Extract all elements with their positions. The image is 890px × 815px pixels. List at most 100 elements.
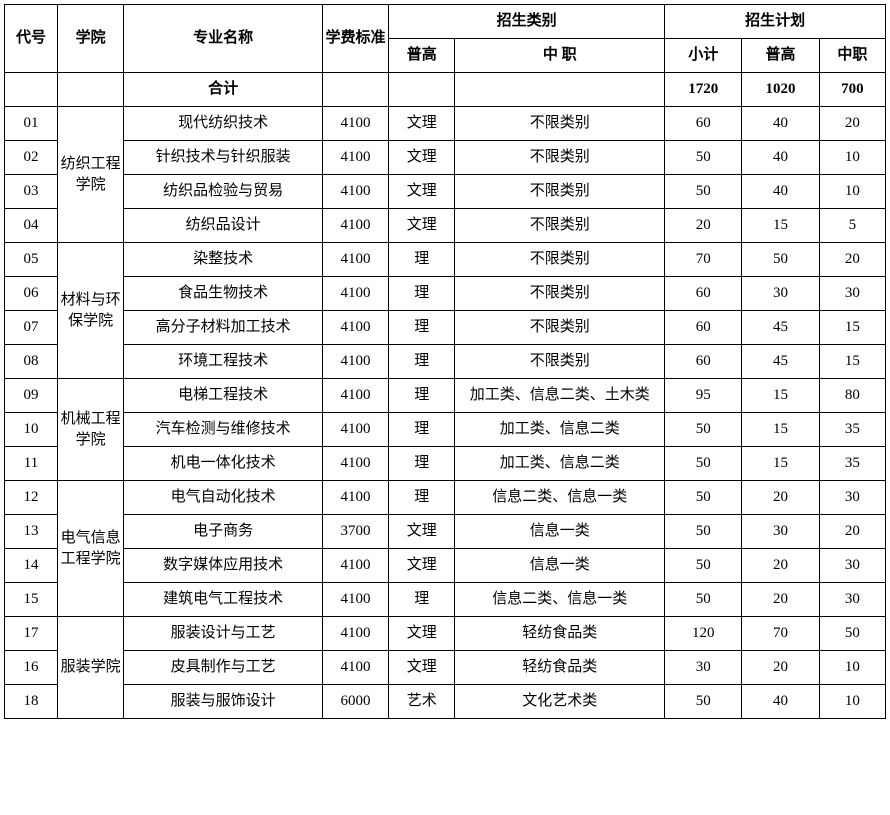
cell-plan-pg: 30 <box>742 277 819 311</box>
cell-plan-zz: 10 <box>819 685 885 719</box>
cell-fee: 4100 <box>322 481 388 515</box>
cell-code: 04 <box>5 209 58 243</box>
total-plan-zz: 700 <box>819 73 885 107</box>
cell-code: 03 <box>5 175 58 209</box>
cell-pg: 文理 <box>389 175 455 209</box>
cell-plan-pg: 15 <box>742 209 819 243</box>
col-code: 代号 <box>5 5 58 73</box>
cell-pg: 理 <box>389 447 455 481</box>
cell-major: 数字媒体应用技术 <box>124 549 323 583</box>
cell-major: 电子商务 <box>124 515 323 549</box>
table-header: 代号 学院 专业名称 学费标准 招生类别 招生计划 普高 中 职 小计 普高 中… <box>5 5 886 73</box>
cell-subtotal: 60 <box>665 345 742 379</box>
cell-subtotal: 30 <box>665 651 742 685</box>
total-subtotal: 1720 <box>665 73 742 107</box>
cell-fee: 3700 <box>322 515 388 549</box>
table-row: 11机电一体化技术4100理加工类、信息二类501535 <box>5 447 886 481</box>
cell-subtotal: 50 <box>665 175 742 209</box>
cell-code: 08 <box>5 345 58 379</box>
cell-zz: 加工类、信息二类 <box>455 447 665 481</box>
cell-code: 14 <box>5 549 58 583</box>
cell-subtotal: 50 <box>665 413 742 447</box>
col-subtotal: 小计 <box>665 39 742 73</box>
cell-major: 纺织品设计 <box>124 209 323 243</box>
cell-subtotal: 60 <box>665 311 742 345</box>
cell-code: 15 <box>5 583 58 617</box>
cell-pg: 文理 <box>389 107 455 141</box>
col-college: 学院 <box>57 5 123 73</box>
cell-plan-zz: 20 <box>819 243 885 277</box>
cell-plan-zz: 10 <box>819 175 885 209</box>
cell-pg: 理 <box>389 345 455 379</box>
total-row: 合计17201020700 <box>5 73 886 107</box>
cell-plan-pg: 20 <box>742 481 819 515</box>
cell-zz: 不限类别 <box>455 277 665 311</box>
cell-zz: 轻纺食品类 <box>455 651 665 685</box>
cell-major: 电气自动化技术 <box>124 481 323 515</box>
col-major: 专业名称 <box>124 5 323 73</box>
cell-zz: 信息二类、信息一类 <box>455 583 665 617</box>
cell-pg: 文理 <box>389 617 455 651</box>
table-row: 05材料与环保学院染整技术4100理不限类别705020 <box>5 243 886 277</box>
cell-fee: 4100 <box>322 311 388 345</box>
cell-plan-pg: 45 <box>742 311 819 345</box>
table-row: 15建筑电气工程技术4100理信息二类、信息一类502030 <box>5 583 886 617</box>
cell-plan-zz: 30 <box>819 549 885 583</box>
cell-plan-pg: 50 <box>742 243 819 277</box>
cell-plan-zz: 15 <box>819 345 885 379</box>
table-row: 09机械工程学院电梯工程技术4100理加工类、信息二类、土木类951580 <box>5 379 886 413</box>
cell-subtotal: 70 <box>665 243 742 277</box>
table-row: 12电气信息工程学院电气自动化技术4100理信息二类、信息一类502030 <box>5 481 886 515</box>
cell-fee: 4100 <box>322 413 388 447</box>
cell-zz: 加工类、信息二类、土木类 <box>455 379 665 413</box>
cell-pg: 理 <box>389 413 455 447</box>
cell-code: 05 <box>5 243 58 277</box>
table-row: 08环境工程技术4100理不限类别604515 <box>5 345 886 379</box>
cell-fee: 4100 <box>322 345 388 379</box>
cell-code: 13 <box>5 515 58 549</box>
cell-zz: 不限类别 <box>455 175 665 209</box>
cell-plan-zz: 10 <box>819 141 885 175</box>
cell-college: 材料与环保学院 <box>57 243 123 379</box>
cell-major: 染整技术 <box>124 243 323 277</box>
cell-fee: 4100 <box>322 379 388 413</box>
cell-code: 06 <box>5 277 58 311</box>
cell-subtotal: 60 <box>665 107 742 141</box>
col-plan-pg: 普高 <box>742 39 819 73</box>
cell-code: 09 <box>5 379 58 413</box>
cell-plan-pg: 20 <box>742 583 819 617</box>
cell-pg: 文理 <box>389 209 455 243</box>
cell-empty <box>57 73 123 107</box>
table-row: 13电子商务3700文理信息一类503020 <box>5 515 886 549</box>
cell-pg: 理 <box>389 583 455 617</box>
cell-empty <box>322 73 388 107</box>
table-row: 06食品生物技术4100理不限类别603030 <box>5 277 886 311</box>
cell-plan-pg: 15 <box>742 447 819 481</box>
table-row: 17服装学院服装设计与工艺4100文理轻纺食品类1207050 <box>5 617 886 651</box>
cell-fee: 4100 <box>322 651 388 685</box>
cell-code: 02 <box>5 141 58 175</box>
cell-plan-pg: 15 <box>742 379 819 413</box>
table-row: 07高分子材料加工技术4100理不限类别604515 <box>5 311 886 345</box>
cell-fee: 4100 <box>322 277 388 311</box>
cell-code: 11 <box>5 447 58 481</box>
col-enroll-plan: 招生计划 <box>665 5 886 39</box>
cell-plan-zz: 35 <box>819 447 885 481</box>
cell-major: 建筑电气工程技术 <box>124 583 323 617</box>
cell-code: 07 <box>5 311 58 345</box>
cell-plan-pg: 70 <box>742 617 819 651</box>
cell-plan-zz: 10 <box>819 651 885 685</box>
cell-plan-zz: 80 <box>819 379 885 413</box>
cell-plan-zz: 15 <box>819 311 885 345</box>
cell-zz: 不限类别 <box>455 243 665 277</box>
cell-major: 机电一体化技术 <box>124 447 323 481</box>
cell-major: 电梯工程技术 <box>124 379 323 413</box>
cell-subtotal: 50 <box>665 141 742 175</box>
cell-plan-pg: 40 <box>742 107 819 141</box>
cell-zz: 信息一类 <box>455 549 665 583</box>
cell-fee: 4100 <box>322 447 388 481</box>
cell-zz: 信息二类、信息一类 <box>455 481 665 515</box>
cell-fee: 4100 <box>322 141 388 175</box>
cell-plan-zz: 20 <box>819 107 885 141</box>
cell-major: 现代纺织技术 <box>124 107 323 141</box>
